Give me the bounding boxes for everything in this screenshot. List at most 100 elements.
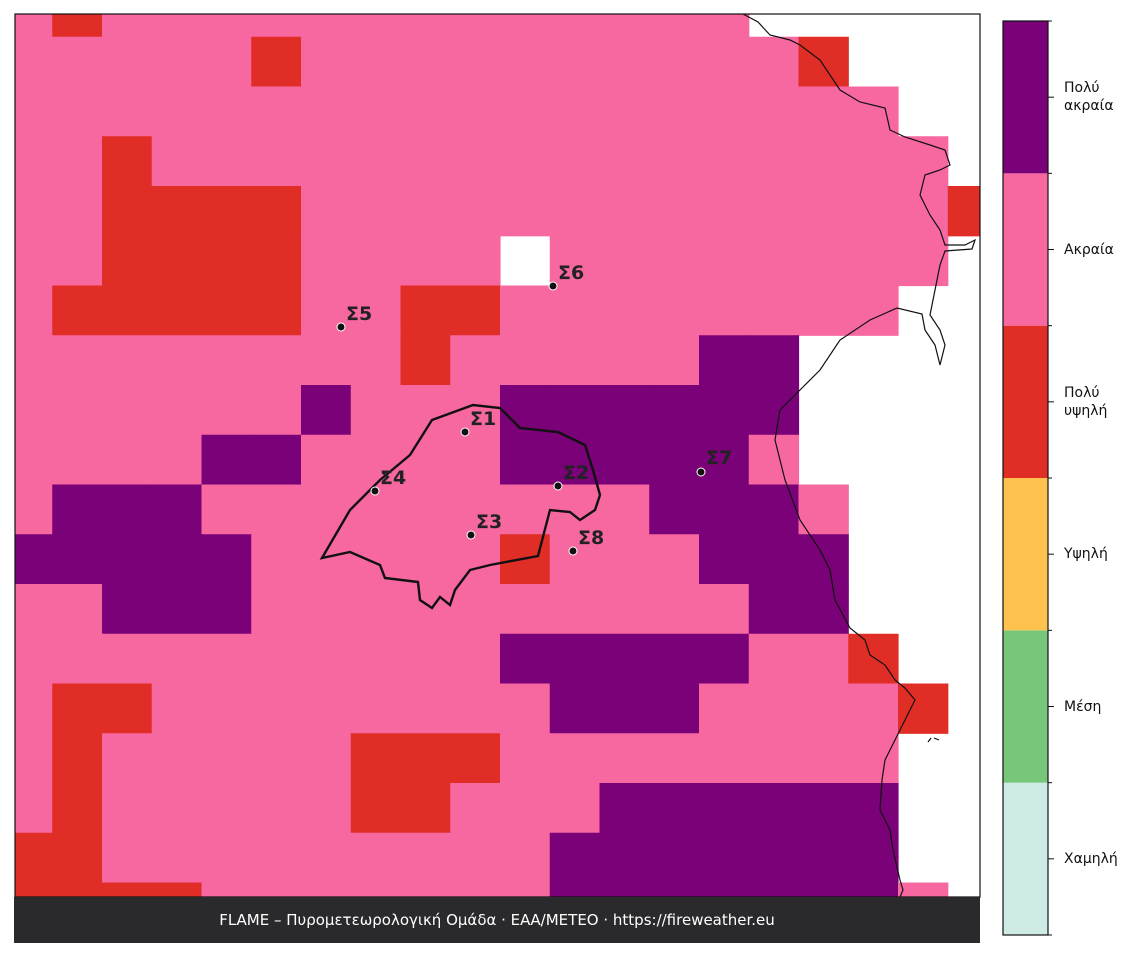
risk-cell xyxy=(748,335,800,386)
risk-cell xyxy=(649,186,700,237)
risk-cell xyxy=(102,683,153,734)
risk-cell xyxy=(649,86,700,137)
risk-cell xyxy=(450,186,501,237)
risk-cell xyxy=(450,534,501,585)
risk-cell xyxy=(350,882,402,897)
risk-cell xyxy=(450,285,501,336)
risk-cell xyxy=(251,633,302,685)
risk-cell xyxy=(15,633,53,685)
risk-cell xyxy=(599,434,650,486)
risk-cell xyxy=(350,385,402,436)
geography xyxy=(319,14,977,897)
risk-cell xyxy=(151,633,203,685)
risk-cell xyxy=(848,136,899,187)
risk-cell xyxy=(500,136,551,187)
risk-cell xyxy=(15,36,53,88)
risk-cell xyxy=(898,235,949,287)
risk-cell xyxy=(102,14,153,38)
risk-cell xyxy=(52,832,103,884)
footer-bar xyxy=(14,897,980,943)
risk-cell xyxy=(201,534,252,585)
risk-cell xyxy=(301,584,352,635)
station-label: Σ1 xyxy=(470,408,496,430)
risk-cell xyxy=(450,335,501,386)
risk-cell xyxy=(151,534,203,585)
risk-cell xyxy=(400,235,451,287)
risk-cell xyxy=(599,36,650,88)
risk-cell xyxy=(102,584,153,635)
risk-cell xyxy=(748,733,800,784)
risk-cell xyxy=(102,882,153,897)
risk-cell xyxy=(102,385,153,436)
station-dot xyxy=(548,281,558,291)
risk-cell xyxy=(400,14,451,38)
risk-cell xyxy=(500,832,551,884)
legend-label: Μέση xyxy=(1064,698,1102,715)
station-label: Σ2 xyxy=(563,462,589,484)
risk-cell xyxy=(798,882,849,897)
risk-cell xyxy=(52,86,103,137)
risk-cell xyxy=(251,584,302,635)
risk-cell xyxy=(649,36,700,88)
risk-cell xyxy=(301,385,352,436)
risk-cell xyxy=(450,484,501,535)
risk-cell xyxy=(798,832,849,884)
risk-cell xyxy=(500,733,551,784)
risk-cell xyxy=(599,683,650,734)
risk-cell xyxy=(699,235,750,287)
risk-cell xyxy=(251,434,302,486)
risk-cell xyxy=(15,285,53,336)
risk-cell xyxy=(748,385,800,436)
risk-cell xyxy=(52,335,103,386)
risk-cell xyxy=(649,484,700,535)
risk-cell xyxy=(798,136,849,187)
risk-cell xyxy=(301,136,352,187)
risk-cell xyxy=(151,584,203,635)
risk-cell xyxy=(500,783,551,834)
risk-cell xyxy=(400,733,451,784)
risk-cell xyxy=(301,235,352,287)
risk-cell xyxy=(599,783,650,834)
risk-cell xyxy=(649,235,700,287)
risk-cell xyxy=(15,832,53,884)
legend-label: Υψηλή xyxy=(1064,546,1108,563)
risk-cell xyxy=(649,385,700,436)
station-dot xyxy=(568,546,578,556)
station-dot xyxy=(466,530,476,540)
risk-cell xyxy=(251,484,302,535)
risk-cell xyxy=(649,832,700,884)
risk-cell xyxy=(201,484,252,535)
risk-cell xyxy=(15,534,53,585)
risk-cell xyxy=(450,733,501,784)
risk-cell xyxy=(301,733,352,784)
risk-cell xyxy=(400,136,451,187)
risk-cell xyxy=(15,733,53,784)
station-label: Σ7 xyxy=(706,447,732,469)
risk-cell xyxy=(699,14,750,38)
risk-cell xyxy=(201,14,252,38)
risk-cell xyxy=(15,86,53,137)
risk-cell xyxy=(599,584,650,635)
risk-cell xyxy=(102,136,153,187)
risk-cell xyxy=(52,534,103,585)
risk-cell xyxy=(102,832,153,884)
risk-cell xyxy=(649,534,700,585)
risk-cell xyxy=(52,633,103,685)
risk-cell xyxy=(301,434,352,486)
risk-cell xyxy=(699,733,750,784)
risk-cell xyxy=(400,36,451,88)
risk-cell xyxy=(798,633,849,685)
risk-cell xyxy=(699,783,750,834)
risk-cell xyxy=(15,484,53,535)
station-dot xyxy=(336,322,346,332)
risk-cell xyxy=(748,584,800,635)
risk-cell xyxy=(500,633,551,685)
legend-label: Πολύ υψηλή xyxy=(1064,384,1108,419)
risk-cell xyxy=(102,434,153,486)
risk-cell xyxy=(699,584,750,635)
risk-cell xyxy=(400,882,451,897)
risk-cell xyxy=(748,285,800,336)
risk-cell xyxy=(251,783,302,834)
risk-cell xyxy=(151,186,203,237)
risk-cell xyxy=(151,783,203,834)
